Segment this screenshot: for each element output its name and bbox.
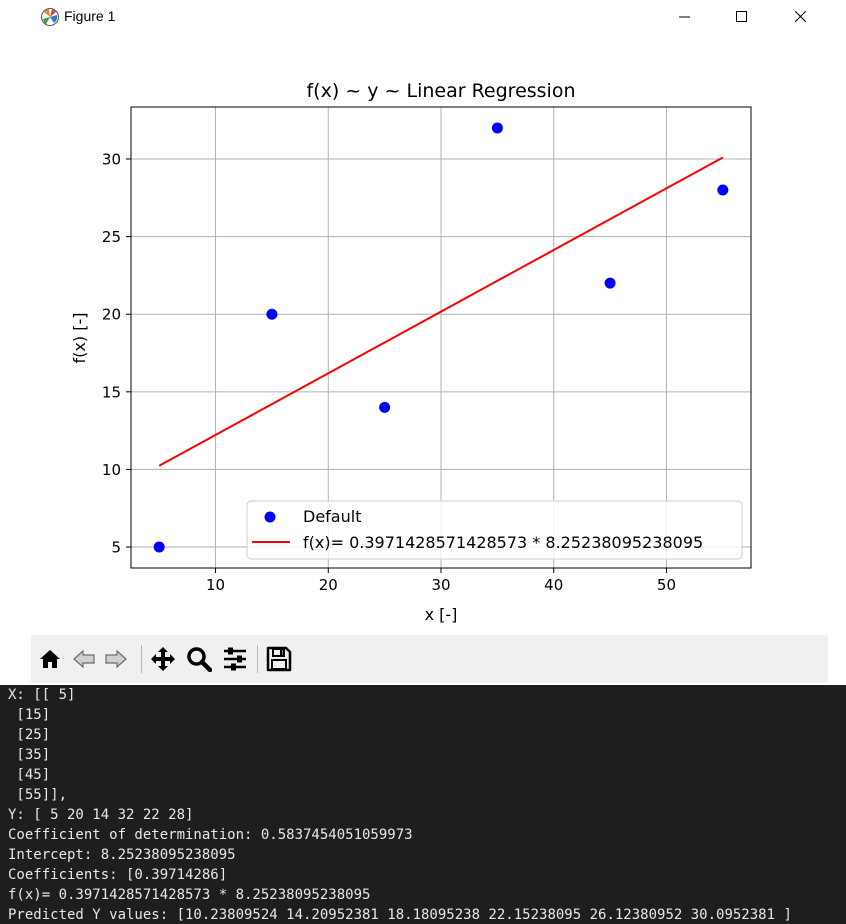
legend-label-regression: f(x)= 0.3971428571428573 * 8.25238095238… — [303, 533, 703, 552]
forward-button[interactable] — [101, 644, 131, 674]
console-line: Predicted Y values: [10.23809524 14.2095… — [8, 907, 792, 923]
matplotlib-logo-icon — [40, 7, 60, 27]
window-title: Figure 1 — [64, 8, 116, 24]
toolbar-separator — [141, 645, 142, 673]
y-tick-label: 30 — [102, 150, 121, 168]
scatter-point — [717, 184, 729, 196]
navigation-toolbar — [31, 635, 828, 683]
terminal-output: X: [[ 5] [15] [25] [35] [45] [55]], Y: [… — [0, 685, 846, 924]
console-line: [45] — [8, 767, 51, 783]
regression-line-layer — [158, 156, 724, 467]
zoom-button[interactable] — [184, 644, 214, 674]
home-button[interactable] — [35, 644, 65, 674]
x-axis-label: x [-] — [425, 605, 458, 624]
console-line: X: [[ 5] — [8, 687, 76, 703]
console-line: [15] — [8, 707, 51, 723]
forward-arrow-icon — [105, 649, 127, 669]
scatter-points-layer — [153, 122, 729, 553]
legend-label-default: Default — [303, 507, 361, 526]
console-line: [55]], — [8, 787, 68, 803]
configure-subplots-icon — [224, 647, 246, 671]
legend-box — [246, 500, 743, 560]
configure-subplots-button[interactable] — [220, 644, 250, 674]
minimize-icon — [679, 16, 690, 18]
grid-lines — [131, 107, 751, 568]
console-line: Y: [ 5 20 14 32 22 28] — [8, 807, 194, 823]
console-line: Coefficients: [0.39714286] — [8, 867, 228, 883]
y-tick-label: 25 — [102, 228, 121, 246]
console-line: [35] — [8, 747, 51, 763]
minimize-button[interactable] — [656, 0, 714, 34]
x-tick-label: 30 — [431, 576, 450, 594]
maximize-icon — [736, 11, 747, 22]
close-icon — [795, 11, 807, 23]
save-icon — [266, 646, 292, 672]
console-line: [25] — [8, 727, 51, 743]
figure-canvas[interactable]: 10 20 30 40 50 5 10 15 20 25 30 f(x) ~ y ~ Linear … — [0, 34, 846, 632]
x-tick-label: 50 — [657, 576, 676, 594]
chart-title: f(x) ~ y ~ Linear Regression — [306, 80, 575, 102]
home-icon — [40, 650, 60, 668]
pan-icon — [151, 647, 175, 671]
maximize-button[interactable] — [713, 0, 771, 34]
scatter-point — [491, 122, 503, 134]
x-tick-label: 20 — [319, 576, 338, 594]
plot-svg: 10 20 30 40 50 5 10 15 20 25 30 f(x) ~ y ~ Linear … — [70, 80, 752, 624]
back-arrow-icon — [73, 649, 95, 669]
axis-ticks: 10 20 30 40 50 5 10 15 20 25 30 — [102, 150, 676, 594]
toolbar-separator — [257, 645, 258, 673]
legend: Default f(x)= 0.3971428571428573 * 8.252… — [246, 500, 743, 560]
console-line: f(x)= 0.3971428571428573 * 8.25238095238… — [8, 887, 371, 903]
title-bar: Figure 1 — [0, 0, 846, 34]
scatter-point — [266, 308, 278, 320]
x-tick-label: 10 — [206, 576, 225, 594]
scatter-point — [153, 541, 165, 553]
y-tick-label: 5 — [111, 539, 121, 557]
y-tick-label: 10 — [102, 461, 121, 479]
pan-button[interactable] — [148, 644, 178, 674]
console-line: Intercept: 8.25238095238095 — [8, 847, 236, 863]
scatter-point — [604, 277, 616, 289]
regression-line — [158, 156, 724, 467]
scatter-point — [379, 401, 391, 413]
close-button[interactable] — [772, 0, 830, 34]
back-button[interactable] — [69, 644, 99, 674]
zoom-icon — [187, 647, 212, 672]
y-axis-label: f(x) [-] — [70, 313, 89, 364]
y-tick-label: 20 — [102, 306, 121, 324]
save-button[interactable] — [264, 644, 294, 674]
legend-marker-default — [264, 511, 276, 523]
y-tick-label: 15 — [102, 383, 121, 401]
console-line: Coefficient of determination: 0.58374540… — [8, 827, 413, 843]
x-tick-label: 40 — [544, 576, 563, 594]
